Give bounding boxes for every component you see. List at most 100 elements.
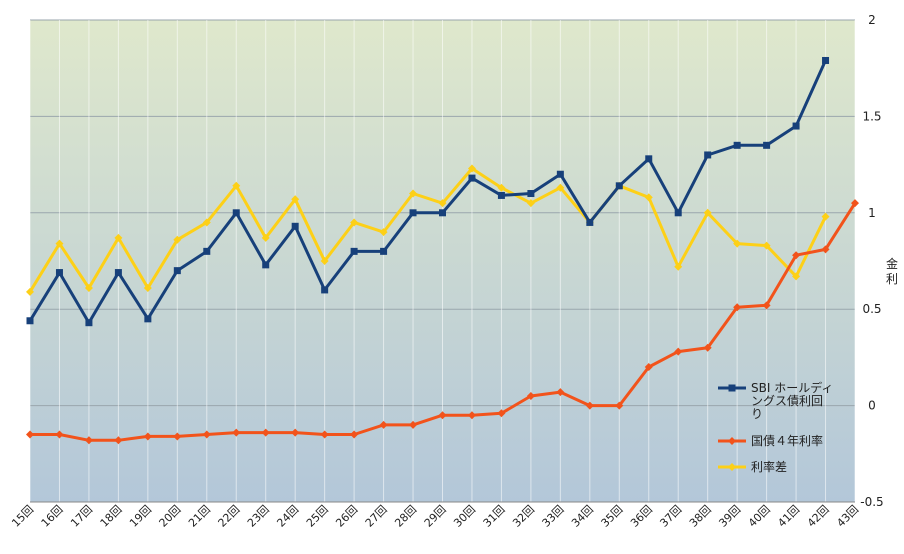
data-point [114, 233, 123, 242]
data-point [733, 303, 742, 312]
data-point [674, 262, 683, 271]
data-point [114, 436, 123, 445]
y-tick-label: 2 [868, 13, 876, 27]
data-point [703, 208, 712, 217]
data-point [585, 401, 594, 410]
x-tick-label: 40回 [746, 503, 773, 530]
legend-label: り [751, 407, 763, 421]
x-tick-label: 39回 [716, 503, 743, 530]
data-point [821, 212, 830, 221]
legend-swatch-marker [728, 463, 736, 471]
x-tick-label: 41回 [775, 503, 802, 530]
data-point [26, 430, 34, 439]
data-point [85, 319, 93, 327]
data-point [173, 235, 182, 244]
data-point [173, 432, 182, 441]
x-tick-label: 19回 [127, 503, 154, 530]
data-point [232, 209, 240, 217]
x-tick-label: 31回 [481, 503, 508, 530]
data-point [615, 182, 623, 190]
y-tick-label: 1.5 [862, 109, 881, 123]
legend-label: SBI ホールディ [751, 380, 833, 395]
data-point [615, 401, 624, 410]
data-point [674, 209, 682, 217]
series-line [28, 59, 827, 325]
data-point [821, 245, 830, 254]
data-point [762, 301, 771, 310]
series-layer [26, 56, 859, 445]
x-tick-label: 30回 [451, 503, 478, 530]
data-point [704, 151, 712, 159]
data-point [409, 420, 418, 429]
data-point [792, 122, 800, 130]
data-point [350, 247, 358, 255]
x-tick-label: 37回 [657, 503, 684, 530]
data-point [114, 269, 122, 277]
legend-entry-1: 国債４年利率 [718, 433, 823, 448]
data-point [232, 428, 241, 437]
data-point [733, 141, 741, 149]
y-tick-label: 1 [868, 206, 876, 220]
data-point [733, 239, 742, 248]
data-point [55, 269, 63, 277]
data-point [674, 347, 683, 356]
data-point [144, 315, 152, 323]
data-point [291, 222, 299, 230]
series-0 [26, 56, 830, 327]
series-1 [26, 199, 859, 445]
data-point [526, 199, 535, 208]
data-point [762, 241, 771, 250]
data-point [556, 183, 565, 192]
data-point [203, 247, 211, 255]
data-point [143, 432, 152, 441]
data-point [763, 141, 771, 149]
x-tick-label: 22回 [216, 503, 243, 530]
x-tick-label: 26回 [333, 503, 360, 530]
x-tick-label: 17回 [68, 503, 95, 530]
x-axis-ticks: 15回 16回 17回 18回 19回 20回 21回 22回 23回 24回 25回 26回 27回 2… [9, 503, 861, 530]
data-point [55, 430, 64, 439]
data-point [586, 218, 594, 226]
data-point [173, 267, 181, 275]
data-point [822, 56, 830, 64]
data-point [84, 283, 93, 292]
data-point [232, 181, 241, 190]
x-tick-label: 27回 [363, 503, 390, 530]
data-point [644, 193, 653, 202]
x-tick-label: 21回 [186, 503, 213, 530]
legend-swatch-marker [728, 437, 736, 445]
data-point [527, 190, 535, 198]
x-tick-label: 34回 [569, 503, 596, 530]
data-point [497, 409, 506, 418]
y-tick-label: 0 [868, 399, 876, 413]
data-point [851, 199, 859, 208]
data-point [645, 155, 653, 163]
data-point [380, 247, 388, 255]
y-tick-label: 0.5 [862, 302, 881, 316]
x-tick-label: 24回 [274, 503, 301, 530]
x-tick-label: 35回 [599, 503, 626, 530]
x-tick-label: 29回 [422, 503, 449, 530]
x-tick-label: 32回 [510, 503, 537, 530]
y-axis-label: 金利 [886, 256, 898, 286]
data-point [467, 164, 476, 173]
data-point [409, 209, 417, 217]
legend-swatch-marker [728, 384, 736, 392]
y-tick-label: -0.5 [860, 495, 883, 509]
data-point [792, 272, 801, 281]
data-point [556, 388, 565, 397]
data-point [438, 411, 447, 420]
series-line [28, 167, 827, 293]
data-point [703, 343, 712, 352]
data-point [467, 411, 476, 420]
data-point [84, 436, 93, 445]
legend-label: 利率差 [751, 459, 787, 474]
data-point [438, 199, 447, 208]
data-point [291, 195, 300, 204]
x-tick-label: 18回 [98, 503, 125, 530]
data-point [320, 257, 329, 265]
data-point [350, 430, 359, 439]
data-point [55, 239, 64, 248]
data-point [379, 228, 388, 237]
